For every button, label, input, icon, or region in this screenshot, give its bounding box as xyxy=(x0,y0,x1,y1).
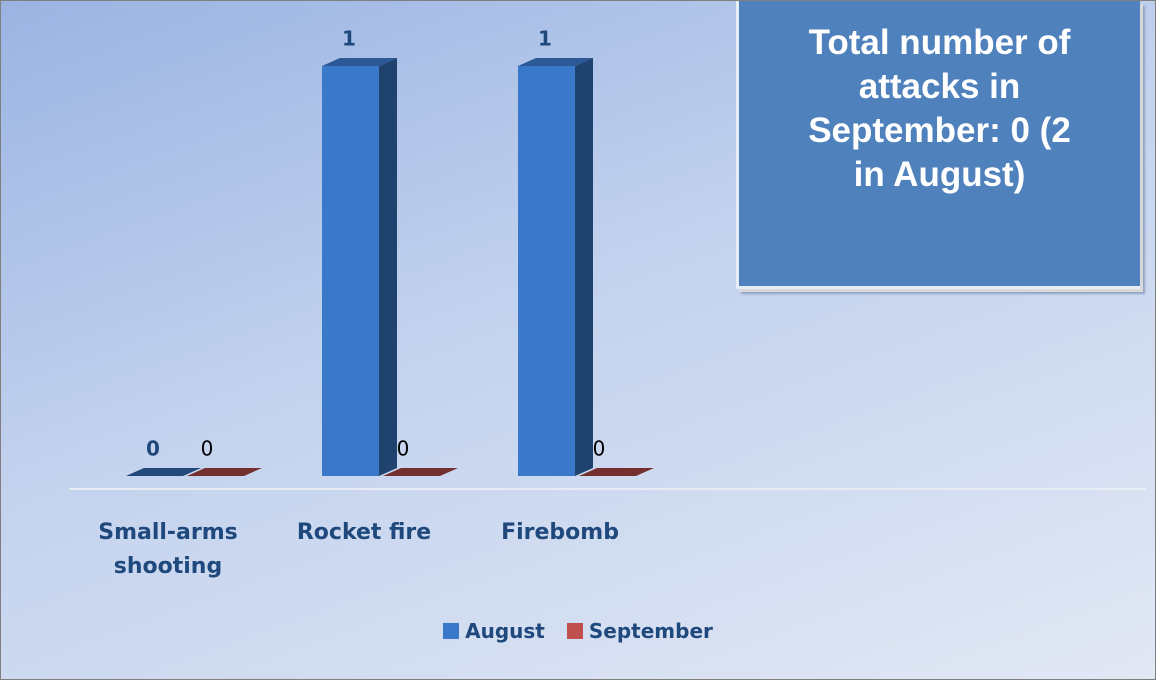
bar-top xyxy=(518,58,593,66)
bar-side xyxy=(575,58,593,476)
value-label: 0 xyxy=(593,437,606,461)
legend-item: September xyxy=(566,619,713,643)
value-label: 0 xyxy=(201,437,214,461)
x-tick-label: Rocket fire xyxy=(296,520,432,545)
x-tick-label: Small-arms shooting xyxy=(98,520,238,579)
value-label: 0 xyxy=(397,437,410,461)
legend-label: August xyxy=(465,619,545,643)
bar-top xyxy=(383,468,458,476)
value-label: 1 xyxy=(538,27,552,51)
annotation: Total number of attacks in September: 0 … xyxy=(736,1,1140,289)
legend-swatch xyxy=(443,623,460,639)
bar-top xyxy=(187,468,262,476)
bar-top xyxy=(322,58,397,66)
x-tick-label: Firebomb xyxy=(501,520,619,545)
legend-item: August xyxy=(443,619,545,643)
legend-swatch xyxy=(566,623,583,639)
bar-top xyxy=(579,468,654,476)
value-label: 0 xyxy=(146,437,160,461)
bar-front xyxy=(518,66,575,476)
legend: August September xyxy=(1,619,1155,643)
value-label: 1 xyxy=(342,27,356,51)
bar-front xyxy=(322,66,379,476)
legend-label: September xyxy=(588,619,713,643)
bar-top xyxy=(126,468,201,476)
bar-side xyxy=(379,58,397,476)
